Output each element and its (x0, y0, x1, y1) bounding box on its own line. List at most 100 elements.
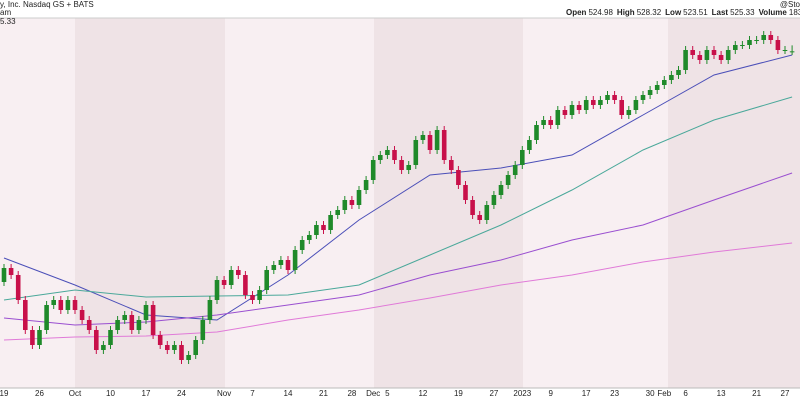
candle-body (86, 320, 92, 330)
candle-body (633, 100, 639, 110)
candle-body (591, 100, 596, 105)
candle-body (207, 300, 213, 320)
candle-body (321, 225, 326, 230)
candle-body (683, 50, 688, 70)
month-band (374, 18, 523, 388)
candle-body (193, 340, 198, 355)
candle-body (23, 300, 28, 330)
candle-body (740, 45, 745, 46)
candle-body (30, 330, 35, 345)
candle-body (449, 160, 454, 170)
field-value: 525.33 (730, 8, 755, 17)
candle-body (548, 120, 553, 125)
x-tick-label: 7 (250, 389, 255, 398)
candle-body (172, 345, 177, 350)
legend-fragment: am (0, 8, 11, 17)
candle-body (697, 55, 703, 60)
x-tick-label: Oct (69, 389, 82, 398)
field-value: 183.5K (789, 8, 800, 17)
candle-body (271, 265, 277, 270)
candle-body (129, 315, 135, 330)
candle-body (399, 160, 404, 170)
moving-average (3, 242, 793, 341)
candle-body (79, 310, 85, 320)
field-label: Last (712, 8, 729, 17)
candle-body (299, 240, 305, 250)
candle-body (775, 40, 781, 50)
candle-body (228, 270, 234, 285)
candle-body (491, 195, 497, 205)
candle-body (754, 40, 759, 41)
x-tick-label: 24 (177, 389, 186, 398)
candle-body (527, 140, 532, 150)
candle-body (378, 155, 383, 160)
field-value: 523.51 (683, 8, 708, 17)
candle-body (662, 80, 667, 85)
field-value: 528.32 (637, 8, 662, 17)
candle-body (200, 320, 206, 340)
candle-body (576, 105, 582, 110)
x-tick-label: 27 (489, 389, 498, 398)
candle-body (676, 70, 681, 75)
candle-body (605, 95, 610, 100)
candle-body (569, 105, 575, 115)
candle-body (789, 51, 795, 53)
candle-body (250, 295, 255, 300)
x-tick-label: 28 (347, 389, 356, 398)
x-tick-label: 5 (385, 389, 390, 398)
candle-body (704, 50, 710, 60)
candle-body (94, 330, 99, 350)
candle-body (221, 280, 227, 285)
candle-body (356, 190, 362, 205)
x-tick-label: 12 (418, 389, 427, 398)
field-label: Low (665, 8, 682, 17)
candle-body (385, 150, 390, 155)
candle-body (768, 35, 774, 40)
candle-body (363, 180, 369, 190)
candle-body (647, 90, 653, 95)
candle-body (72, 300, 78, 310)
candle-body (782, 50, 788, 51)
candle-body (349, 200, 355, 205)
x-tick-label: 6 (683, 389, 688, 398)
quote-fields: Open 524.98 High 528.32 Low 523.51 Last 525.33 V… (566, 8, 800, 17)
x-tick-label: 13 (717, 389, 726, 398)
candle-body (406, 165, 411, 170)
candle-body (498, 185, 504, 195)
x-axis-area (0, 388, 800, 400)
candle-body (711, 50, 717, 55)
moving-average (3, 54, 793, 321)
candle-body (583, 100, 589, 110)
x-tick-label: 21 (319, 389, 328, 398)
month-band (668, 18, 800, 388)
candle-body (640, 95, 646, 100)
candle-body (626, 110, 632, 115)
x-tick-label: 21 (752, 389, 761, 398)
x-tick-label: 17 (142, 389, 151, 398)
candle-body (285, 260, 291, 270)
candle-body (186, 355, 191, 360)
candle-body (236, 270, 241, 275)
x-tick-label: 17 (582, 389, 591, 398)
candle-body (690, 50, 695, 55)
candle-body (165, 345, 170, 350)
x-tick-label: 26 (35, 389, 44, 398)
candle-body (179, 345, 184, 360)
candle-body (115, 320, 120, 330)
candle-body (761, 35, 766, 40)
candle-body (328, 215, 333, 230)
candle-body (534, 125, 539, 140)
field-label: Open (566, 8, 587, 17)
candle-body (725, 50, 731, 60)
candle-body (8, 268, 14, 275)
x-tick-label: 19 (0, 389, 9, 398)
candle-body (718, 55, 724, 60)
candle-body (669, 75, 674, 80)
x-tick-label: 2023 (513, 389, 531, 398)
candle-body (505, 175, 511, 185)
candle-body (243, 275, 248, 295)
field-label: Volume (759, 8, 788, 17)
legend-fragment: 5.33 (0, 17, 16, 26)
x-tick-label: 19 (454, 389, 463, 398)
